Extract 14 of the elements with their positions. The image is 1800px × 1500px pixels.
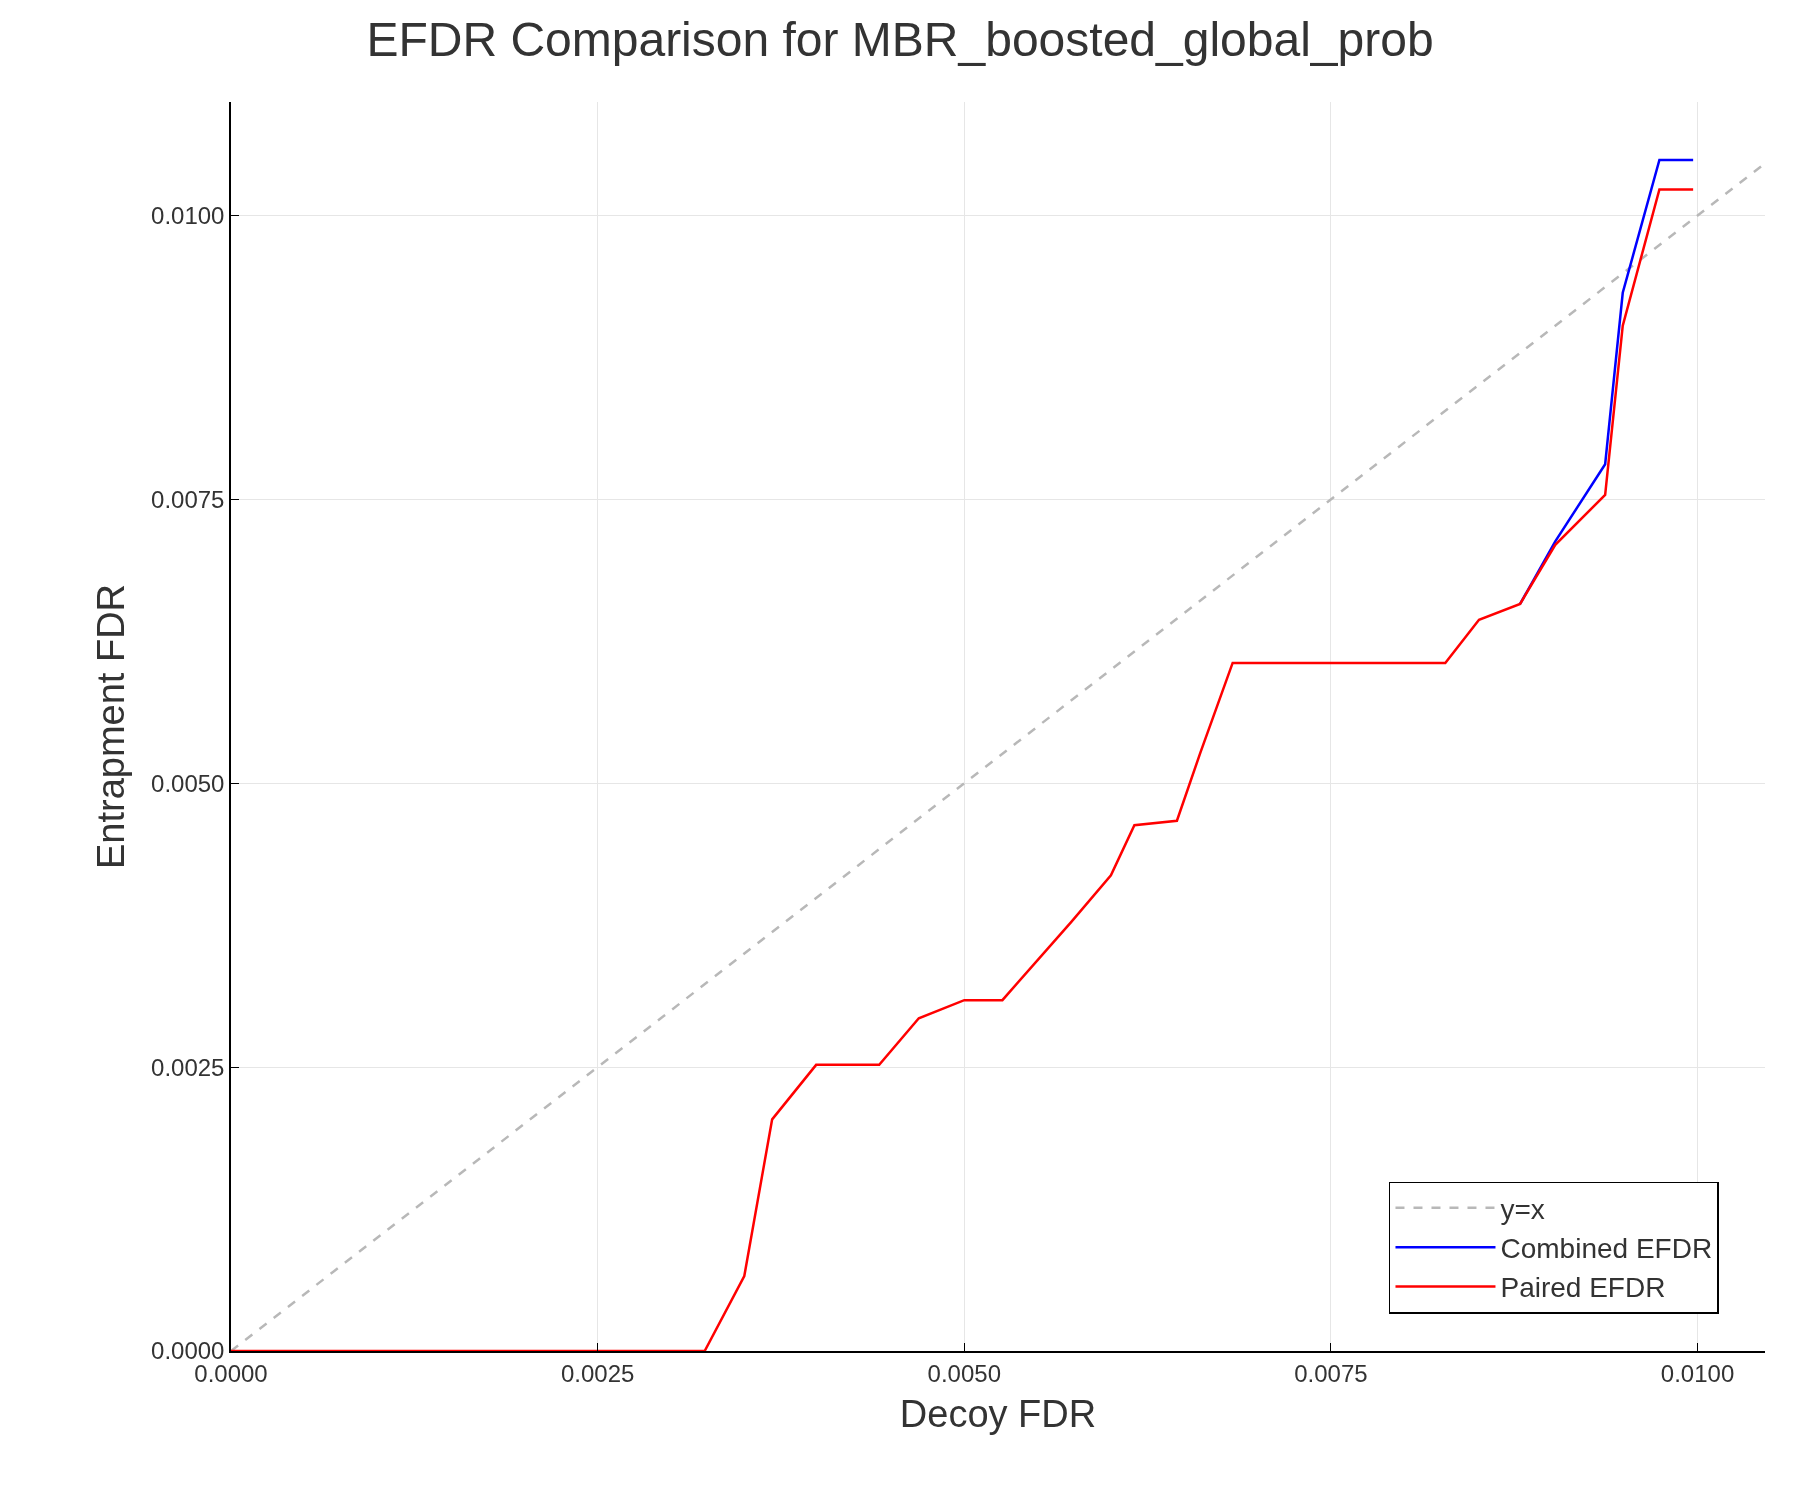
legend-label: y=x [1500, 1193, 1545, 1225]
chart-title: EFDR Comparison for MBR_boosted_global_prob [366, 13, 1434, 67]
y-axis-title: Entrapment FDR [89, 583, 132, 870]
x-axis-title: Decoy FDR [899, 1393, 1097, 1436]
legend-label: Combined EFDR [1500, 1233, 1713, 1265]
x-tick-label: 0.0075 [1294, 1359, 1368, 1387]
y-tick-label: 0.0050 [151, 769, 225, 797]
y-tick-label: 0.0100 [151, 201, 225, 229]
legend-label: Paired EFDR [1500, 1272, 1666, 1304]
x-tick-label: 0.0050 [927, 1359, 1001, 1387]
y-tick-label: 0.0025 [151, 1053, 225, 1081]
x-tick-label: 0.0025 [560, 1359, 635, 1387]
y-tick-label: 0.0075 [151, 485, 225, 513]
x-tick-label: 0.0100 [1660, 1359, 1735, 1387]
